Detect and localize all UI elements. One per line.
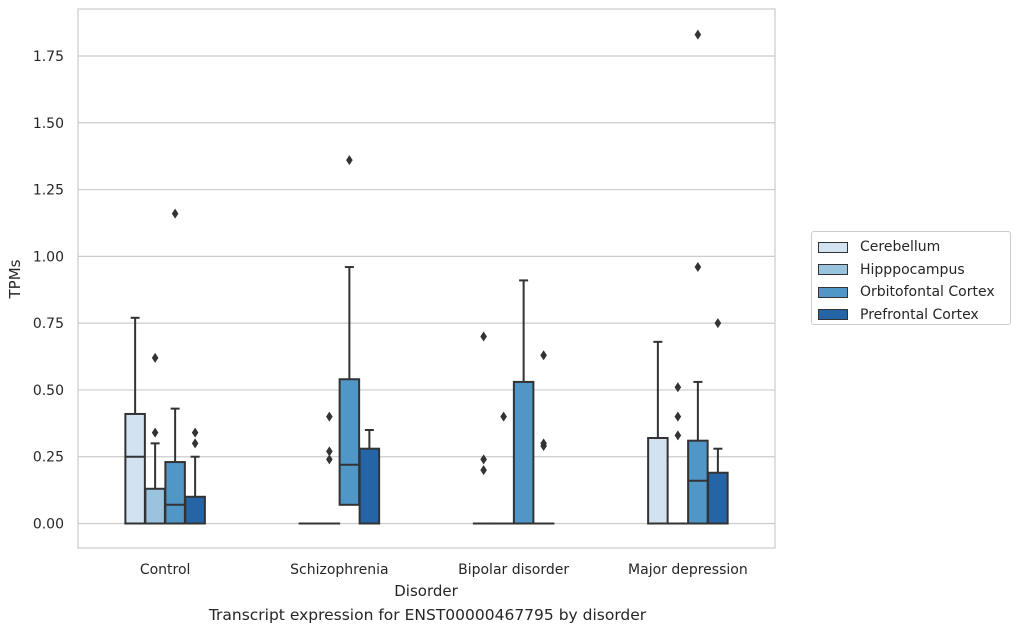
- outlier-point: [326, 454, 333, 465]
- box-2-1: [492, 411, 515, 525]
- y-tick-label: 1.75: [33, 49, 64, 65]
- outlier-point: [674, 411, 682, 422]
- x-tick-label: Schizophrenia: [290, 562, 388, 578]
- plot-area: [77, 8, 776, 549]
- box-2-3: [532, 350, 555, 525]
- legend-item: Hipppocampus: [818, 259, 1004, 282]
- legend-swatch: [818, 264, 848, 276]
- gridlines: [78, 55, 775, 525]
- x-tick-label: Major depression: [628, 562, 748, 578]
- outlier-point: [540, 441, 547, 452]
- box-body: [647, 437, 669, 525]
- box-body: [124, 412, 146, 525]
- x-axis-label: Disorder: [394, 582, 458, 600]
- outlier-point: [714, 318, 722, 329]
- box-body: [707, 471, 729, 525]
- outlier-point: [171, 208, 179, 219]
- outlier-point: [500, 411, 507, 422]
- legend-label: Cerebellum: [860, 239, 941, 256]
- box-body: [184, 495, 206, 525]
- legend: Cerebellum Hipppocampus Orbitofontal Corte…: [811, 231, 1011, 325]
- box-0-0: [124, 316, 146, 525]
- x-axis-ticks: Control Schizophrenia Bipolar disorder Majo…: [140, 562, 748, 578]
- y-tick-label: 1.00: [33, 249, 64, 265]
- outlier-point: [674, 382, 682, 393]
- box-3-2: [687, 29, 709, 525]
- box-2-0: [472, 331, 495, 525]
- y-tick-label: 0.25: [33, 450, 64, 466]
- legend-swatch: [818, 286, 848, 298]
- y-tick-label: 1.25: [33, 183, 64, 199]
- x-tick-label: Control: [140, 562, 191, 578]
- box-body: [338, 378, 361, 506]
- outlier-point: [674, 430, 682, 441]
- box-0-3: [184, 427, 206, 525]
- legend-item: Orbitofontal Cortex: [818, 281, 1004, 304]
- outlier-point: [694, 29, 702, 40]
- outlier-point: [480, 454, 487, 465]
- y-tick-label: 1.50: [33, 116, 64, 132]
- outlier-point: [346, 155, 353, 166]
- legend-item: Prefrontal Cortex: [818, 304, 1004, 327]
- x-tick-label: Bipolar disorder: [458, 562, 569, 578]
- legend-label: Hipppocampus: [860, 261, 965, 278]
- legend-swatch: [818, 309, 848, 321]
- outlier-point: [540, 350, 547, 361]
- outlier-point: [191, 438, 199, 449]
- y-tick-label: 0.00: [33, 517, 64, 533]
- box-3-1: [667, 382, 689, 525]
- outlier-point: [151, 352, 159, 363]
- outlier-point: [326, 411, 333, 422]
- boxes: [124, 29, 729, 525]
- box-2-2: [512, 279, 535, 525]
- chart-caption: Transcript expression for ENST0000046779…: [208, 606, 647, 624]
- outlier-point: [480, 465, 487, 476]
- box-body: [358, 447, 381, 525]
- box-body: [144, 487, 166, 525]
- y-tick-label: 0.75: [33, 316, 64, 332]
- legend-label: Prefrontal Cortex: [860, 306, 979, 323]
- box-1-2: [338, 155, 361, 506]
- box-1-1: [318, 411, 341, 525]
- box-1-3: [358, 429, 381, 525]
- legend-swatch: [818, 241, 848, 253]
- y-axis-ticks: 0.00 0.25 0.50 0.75 1.00 1.25 1.50 1.75: [33, 49, 64, 533]
- y-axis-label: TPMs: [6, 259, 24, 299]
- box-body: [512, 380, 535, 525]
- legend-item: Cerebellum: [818, 236, 1004, 259]
- box-3-3: [707, 318, 729, 525]
- outlier-point: [151, 427, 159, 438]
- box-3-0: [647, 340, 669, 525]
- outlier-point: [480, 331, 487, 342]
- box-body: [687, 439, 709, 525]
- box-body: [164, 461, 186, 525]
- outlier-point: [694, 262, 702, 273]
- outlier-point: [326, 446, 333, 457]
- outlier-point: [191, 427, 199, 438]
- box-0-2: [164, 208, 186, 525]
- y-tick-label: 0.50: [33, 383, 64, 399]
- legend-label: Orbitofontal Cortex: [860, 284, 995, 301]
- box-0-1: [144, 352, 166, 525]
